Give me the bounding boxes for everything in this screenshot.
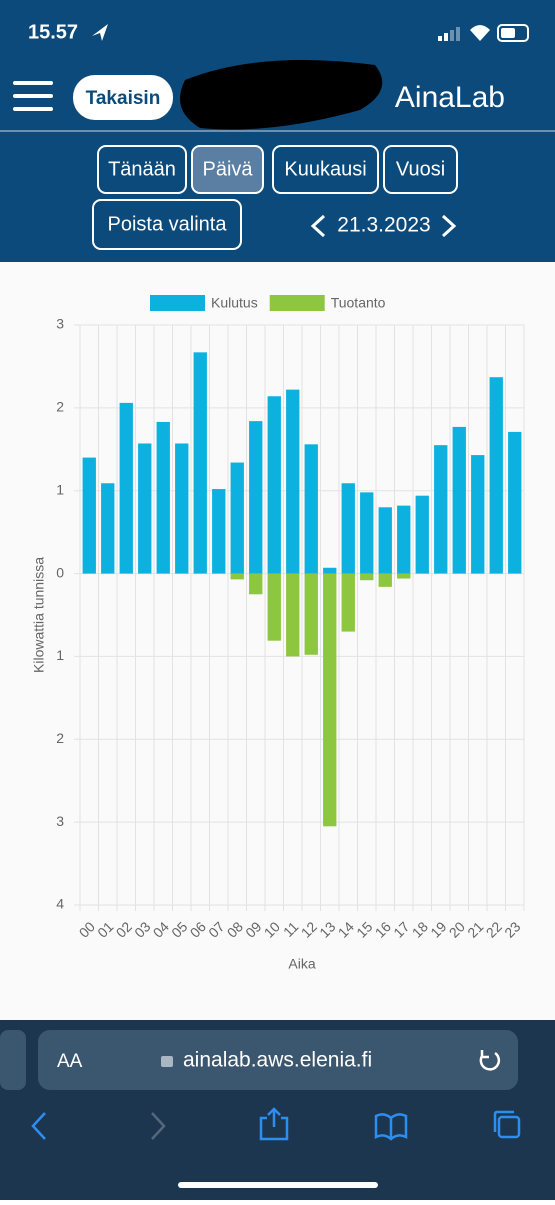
- y-tick-label: 1: [56, 647, 64, 663]
- tabs[interactable]: [497, 1115, 521, 1139]
- bar: [249, 573, 263, 595]
- y-axis-label: Kilowattia tunnissa: [31, 557, 47, 673]
- tab-edge: [0, 1030, 26, 1090]
- bar: [286, 573, 300, 657]
- home-indicator: [178, 1182, 378, 1188]
- bar: [378, 507, 392, 574]
- text-size[interactable]: AA: [57, 1051, 83, 1072]
- bar: [360, 492, 374, 574]
- bar: [304, 573, 318, 655]
- prev-date[interactable]: [310, 214, 326, 238]
- period-label: Kuukausi: [284, 158, 366, 180]
- bar: [378, 573, 392, 587]
- period-button[interactable]: [97, 145, 187, 194]
- back-button[interactable]: [73, 75, 173, 120]
- bar: [119, 402, 133, 574]
- y-tick-label: 1: [56, 481, 64, 497]
- y-tick-label: 0: [56, 564, 64, 580]
- chart-bg: [0, 262, 555, 1020]
- redaction: [180, 60, 383, 130]
- share[interactable]: [259, 1107, 289, 1141]
- reload-icon[interactable]: [479, 1050, 501, 1071]
- bar: [471, 455, 485, 574]
- period-button[interactable]: [383, 145, 458, 194]
- bar: [138, 443, 152, 574]
- y-tick-label: 3: [56, 316, 64, 332]
- forward-nav[interactable]: [151, 1112, 166, 1140]
- legend-swatch[interactable]: [269, 295, 325, 311]
- bookmarks[interactable]: [374, 1113, 408, 1141]
- bar: [452, 426, 466, 574]
- period-button[interactable]: [191, 145, 264, 194]
- clear-label: Poista valinta: [108, 213, 228, 235]
- time: 15.57: [28, 21, 78, 43]
- bar: [193, 352, 207, 574]
- menu-icon[interactable]: [13, 81, 53, 111]
- bar: [360, 573, 374, 581]
- period-label: Päivä: [202, 158, 253, 180]
- brand: AinaLab: [395, 81, 505, 114]
- bar: [267, 396, 281, 574]
- bar: [397, 573, 411, 579]
- y-tick-label: 2: [56, 730, 64, 746]
- bar: [286, 389, 300, 574]
- date: 21.3.2023: [337, 214, 430, 237]
- bar: [434, 445, 448, 574]
- divider: [0, 130, 555, 132]
- url-field[interactable]: [38, 1030, 518, 1090]
- url: ainalab.aws.elenia.fi: [183, 1049, 372, 1072]
- period-button[interactable]: [272, 145, 379, 194]
- bar: [175, 443, 189, 574]
- bar: [249, 421, 263, 574]
- back-label: Takaisin: [86, 88, 161, 109]
- bar: [101, 483, 115, 574]
- period-label: Tänään: [108, 158, 176, 180]
- y-tick-label: 4: [56, 896, 64, 912]
- bar: [341, 573, 355, 632]
- toolbar: [31, 1107, 521, 1141]
- legend-swatch[interactable]: [150, 295, 205, 311]
- status-icons: [438, 24, 529, 42]
- legend-label: Tuotanto: [331, 295, 386, 311]
- period-label: Vuosi: [396, 158, 445, 180]
- back-nav[interactable]: [31, 1112, 46, 1140]
- bar: [156, 421, 170, 574]
- bar: [304, 444, 318, 574]
- legend-label: Kulutus: [211, 295, 258, 311]
- bar: [82, 457, 96, 574]
- bar: [230, 462, 244, 574]
- bar: [415, 495, 429, 574]
- bar: [230, 573, 244, 580]
- next-date[interactable]: [441, 214, 457, 238]
- bar: [508, 431, 522, 574]
- location-icon: [92, 24, 108, 41]
- bar: [489, 377, 503, 574]
- bar: [323, 567, 337, 574]
- bar: [341, 483, 355, 574]
- x-axis-label: Aika: [288, 956, 315, 972]
- lock-icon: [161, 1056, 173, 1067]
- y-tick-label: 2: [56, 399, 64, 415]
- bar: [323, 573, 337, 827]
- bar: [267, 573, 281, 641]
- y-tick-label: 3: [56, 813, 64, 829]
- bar: [212, 489, 226, 574]
- clear-button[interactable]: [92, 199, 242, 250]
- bar: [397, 505, 411, 574]
